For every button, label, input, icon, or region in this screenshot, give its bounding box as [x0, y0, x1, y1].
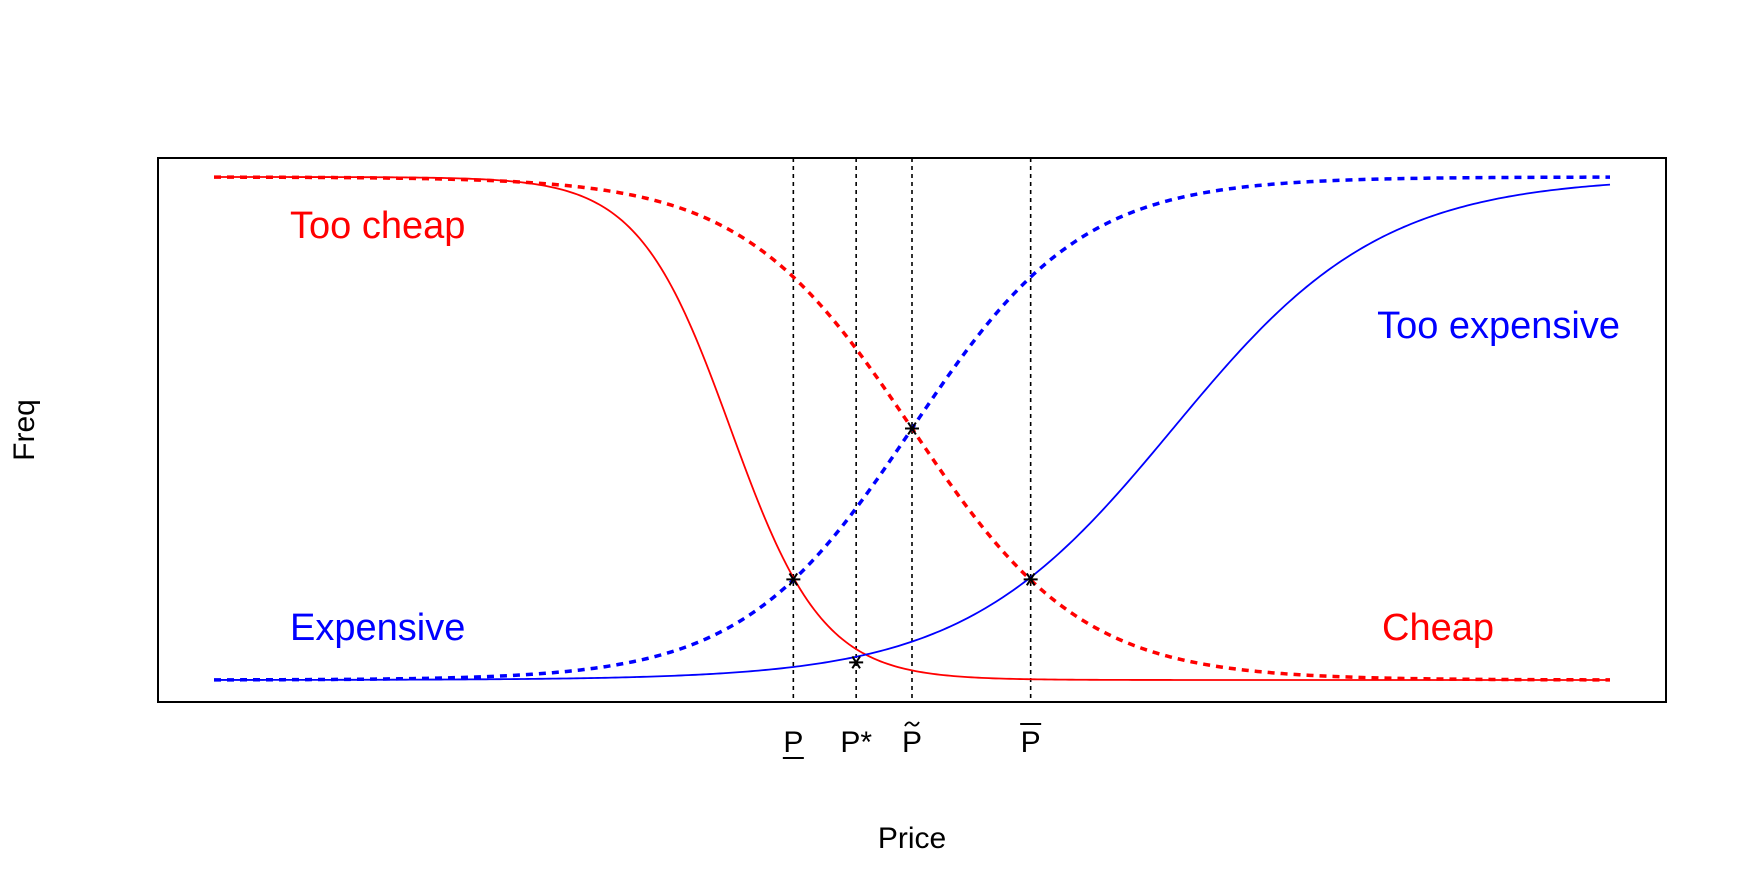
x-axis-title: Price — [878, 822, 946, 855]
tick-tilde — [904, 721, 920, 727]
series-label-too-expensive: Too expensive — [1377, 305, 1620, 347]
asterisk-stroke — [907, 422, 917, 435]
series-labels: Too cheap Cheap Expensive Too expensive — [290, 205, 1620, 649]
curve-too-expensive — [214, 183, 1611, 681]
y-axis-title: Freq — [8, 399, 41, 461]
series-label-expensive: Expensive — [290, 607, 465, 649]
asterisk-stroke — [788, 572, 799, 586]
intersection-marker-3 — [905, 422, 919, 435]
curve-too-cheap — [214, 176, 1610, 681]
intersection-marker-4 — [1023, 572, 1038, 586]
intersection-markers — [786, 422, 1038, 669]
tick-label-4: P — [1021, 726, 1041, 759]
asterisk-stroke — [1025, 572, 1036, 586]
asterisk-stroke — [851, 655, 861, 669]
series-label-too-cheap: Too cheap — [290, 205, 465, 247]
tick-label-3: P — [902, 726, 922, 759]
intersection-marker-2 — [849, 655, 864, 669]
intersection-marker-1 — [786, 572, 801, 586]
tick-label-1: P — [783, 726, 803, 759]
series-label-cheap: Cheap — [1382, 607, 1494, 649]
tick-label-2: P* — [840, 726, 872, 759]
x-tick-labels: P P* P P — [782, 721, 1042, 759]
